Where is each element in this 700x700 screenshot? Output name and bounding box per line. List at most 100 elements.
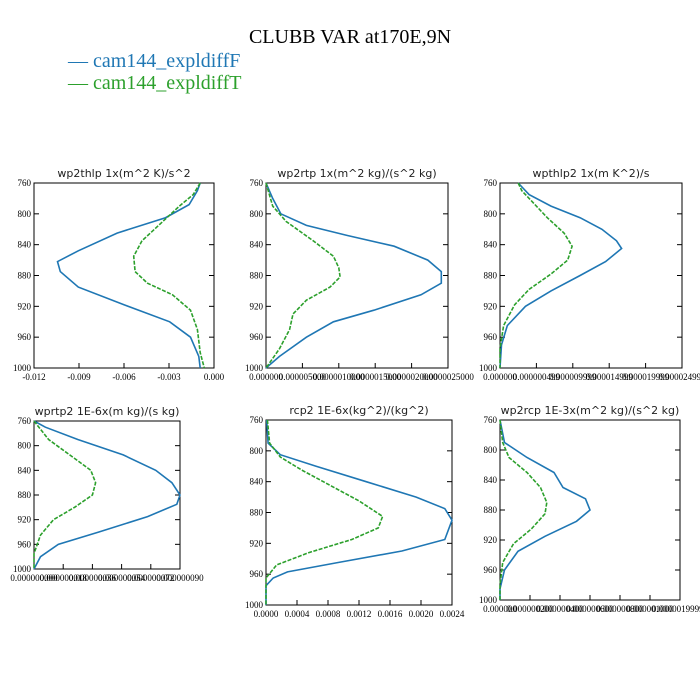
- x-tick-label: 0.0020: [409, 609, 434, 619]
- y-tick-label: 800: [250, 209, 264, 219]
- x-tick-label: 0.000000090: [156, 573, 204, 583]
- y-tick-label: 960: [18, 332, 32, 342]
- y-tick-label: 880: [18, 271, 32, 281]
- x-tick-label: -0.006: [112, 372, 136, 382]
- x-tick-label: 0.000000499: [513, 372, 561, 382]
- y-tick-label: 920: [250, 301, 264, 311]
- series-line-expldiffF: [33, 420, 181, 570]
- series-line-expldiffF: [499, 182, 623, 369]
- y-tick-label: 840: [484, 475, 498, 485]
- x-tick-label: 0.0000020000: [386, 372, 438, 382]
- y-tick-label: 840: [250, 240, 264, 250]
- x-tick-label: -0.003: [157, 372, 181, 382]
- x-tick-label: 0.000000200: [506, 604, 554, 614]
- subplot-4: wprtp2 1E-6x(m kg)/(s kg)760 800 840 880 920…: [10, 405, 204, 583]
- subplot-title: wpthlp2 1x(m K^2)/s: [533, 167, 650, 180]
- subplot-title: wprtp2 1E-6x(m kg)/(s kg): [35, 405, 180, 418]
- y-tick-label: 800: [18, 441, 32, 451]
- series-line-expldiffF: [56, 182, 201, 369]
- subplot-5: rcp2 1E-6x(kg^2)/(kg^2) 760 800 840 880 920 96…: [245, 404, 465, 619]
- y-tick-label: 960: [484, 332, 498, 342]
- series-line-expldiffT: [499, 182, 573, 368]
- y-tick-label: 920: [250, 538, 264, 548]
- y-tick-label: 800: [484, 209, 498, 219]
- y-tick-label: 880: [484, 271, 498, 281]
- plot-frame: [33, 182, 215, 369]
- x-tick-label: 0.000019999: [622, 372, 670, 382]
- x-tick-label: 0.0000025000: [422, 372, 474, 382]
- x-tick-label: 0.000000600: [566, 604, 614, 614]
- x-tick-label: 0.000000400: [536, 604, 584, 614]
- x-tick-label: 0.000000: [249, 372, 283, 382]
- y-tick-label: 1000: [13, 363, 32, 373]
- x-tick-label: 0.0000015000: [349, 372, 401, 382]
- x-tick-label: 0.0012: [347, 609, 372, 619]
- y-tick-label: 760: [18, 178, 32, 188]
- x-tick-label: 0.0016: [378, 609, 403, 619]
- subplot-2: wp2rtp 1x(m^2 kg)/(s^2 kg) 760 800 840 880 92…: [245, 167, 474, 382]
- y-tick-label: 960: [18, 539, 32, 549]
- y-tick-label: 1000: [245, 600, 264, 610]
- subplot-title: wp2rtp 1x(m^2 kg)/(s^2 kg): [277, 167, 436, 180]
- y-tick-label: 920: [484, 535, 498, 545]
- y-tick-label: 760: [484, 178, 498, 188]
- x-tick-label: 0.000000054: [98, 573, 146, 583]
- plot-frame: [265, 419, 453, 606]
- series-line-expldiffT: [265, 419, 384, 605]
- series-line-expldiffT: [265, 182, 341, 369]
- series-line-expldiffT: [33, 420, 97, 569]
- y-tick-label: 1000: [245, 363, 264, 373]
- subplot-1: wp2thlp 1x(m^2 K)/s^2 760 800 840 880 920 960 1…: [13, 167, 225, 382]
- x-tick-label: 0.0008: [316, 609, 341, 619]
- y-tick-label: 880: [484, 505, 498, 515]
- plot-frame: [265, 182, 449, 369]
- x-tick-label: 0.0000010000: [313, 372, 365, 382]
- x-tick-label: 0.000000036: [69, 573, 117, 583]
- x-tick-label: 0.000000800: [596, 604, 644, 614]
- subplot-6: wp2rcp 1E-3x(m^2 kg)/(s^2 kg)760 800 840 88…: [479, 404, 700, 614]
- x-tick-label: 0.000000: [483, 372, 517, 382]
- y-tick-label: 800: [18, 209, 32, 219]
- x-tick-label: 0.0000: [254, 609, 279, 619]
- subplot-3: wpthlp2 1x(m K^2)/s 760 800 840 880 920 960 100…: [479, 167, 700, 382]
- y-tick-label: 880: [18, 490, 32, 500]
- subplot-title: rcp2 1E-6x(kg^2)/(kg^2): [289, 404, 428, 417]
- x-tick-label: 0.000000072: [127, 573, 174, 583]
- x-tick-label: 0.000014999: [586, 372, 634, 382]
- x-tick-label: 0.0024: [440, 609, 465, 619]
- series-line-expldiffF: [265, 419, 453, 605]
- subplot-title: wp2thlp 1x(m^2 K)/s^2: [57, 167, 190, 180]
- x-tick-label: -0.009: [67, 372, 91, 382]
- x-tick-label: 0.000001000: [626, 604, 674, 614]
- series-line-expldiffT: [132, 182, 206, 369]
- y-tick-label: 760: [484, 415, 498, 425]
- y-tick-label: 840: [18, 465, 32, 475]
- y-tick-label: 920: [18, 301, 32, 311]
- x-tick-label: 0.000024999: [658, 372, 700, 382]
- series-line-expldiffF: [499, 419, 591, 600]
- x-tick-label: 0.0004: [285, 609, 310, 619]
- y-tick-label: 1000: [13, 564, 32, 574]
- y-tick-label: 760: [18, 416, 32, 426]
- y-tick-label: 920: [484, 301, 498, 311]
- y-tick-label: 1000: [479, 363, 498, 373]
- subplot-title: wp2rcp 1E-3x(m^2 kg)/(s^2 kg): [501, 404, 680, 417]
- y-tick-label: 840: [18, 240, 32, 250]
- x-tick-label: 0.000000000: [10, 573, 58, 583]
- x-tick-label: 0.00000199999: [652, 604, 700, 614]
- y-tick-label: 880: [250, 508, 264, 518]
- legend-entry-expldiffF: — cam144_expldiffF: [68, 50, 241, 72]
- series-line-expldiffF: [265, 182, 443, 369]
- y-tick-label: 760: [250, 178, 264, 188]
- y-tick-label: 1000: [479, 595, 498, 605]
- y-tick-label: 920: [18, 515, 32, 525]
- y-tick-label: 800: [250, 446, 264, 456]
- page-title: CLUBB VAR at170E,9N: [248, 26, 452, 48]
- y-tick-label: 960: [250, 569, 264, 579]
- y-tick-label: 800: [484, 445, 498, 455]
- x-tick-label: -0.012: [22, 372, 45, 382]
- y-tick-label: 960: [250, 332, 264, 342]
- x-tick-label: 0.000005000: [279, 372, 327, 382]
- y-tick-label: 840: [250, 477, 264, 487]
